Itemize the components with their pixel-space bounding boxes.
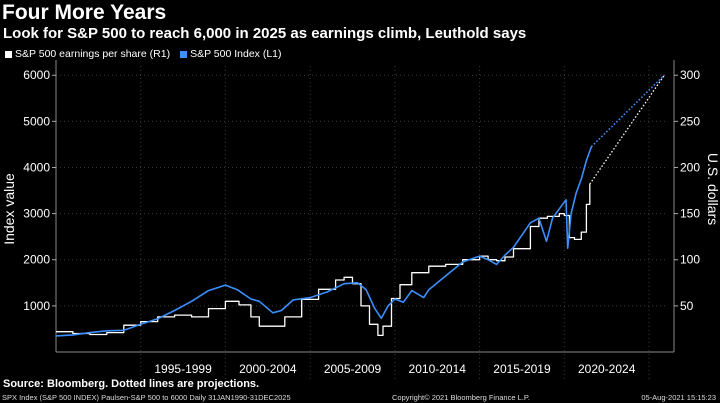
footer-ticker-info: SPX Index (S&P 500 INDEX) Paulsen-S&P 50… [2, 393, 291, 402]
y-left-tick-label: 6000 [23, 68, 50, 82]
footer-copyright: Copyright© 2021 Bloomberg Finance L.P. [392, 393, 530, 402]
chart-legend: S&P 500 earnings per share (R1) S&P 500 … [5, 48, 282, 60]
x-tick-label: 1995-1999 [154, 362, 212, 376]
y-right-tick-label: 200 [680, 160, 700, 174]
chart-subtitle: Look for S&P 500 to reach 6,000 in 2025 … [3, 25, 527, 42]
footer-timestamp: 05-Aug-2021 15:15:23 [641, 393, 716, 402]
legend-item-index: S&P 500 Index (L1) [180, 48, 282, 60]
y-left-tick-label: 5000 [23, 114, 50, 128]
series-line-projection-3 [590, 74, 665, 148]
y-left-tick-label: 1000 [23, 299, 50, 313]
y-left-tick-label: 2000 [23, 253, 50, 267]
y-left-tick-label: 3000 [23, 207, 50, 221]
legend-label-index: S&P 500 Index (L1) [190, 48, 282, 60]
x-tick-label: 2020-2024 [578, 362, 636, 376]
y-right-tick-label: 50 [680, 299, 694, 313]
legend-item-eps: S&P 500 earnings per share (R1) [5, 48, 170, 60]
x-tick-label: 2015-2019 [493, 362, 551, 376]
chart-title: Four More Years [2, 1, 167, 24]
series-line-0 [56, 184, 591, 337]
y-right-axis-title: U.S. dollars [705, 153, 720, 225]
y-right-tick-label: 150 [680, 207, 700, 221]
legend-label-eps: S&P 500 earnings per share (R1) [15, 48, 171, 60]
y-right-tick-label: 250 [680, 114, 700, 128]
x-tick-label: 2010-2014 [409, 362, 467, 376]
y-right-tick-label: 100 [680, 253, 700, 267]
legend-swatch-index [180, 50, 188, 58]
x-tick-label: 2000-2004 [239, 362, 297, 376]
y-right-tick-label: 300 [680, 68, 700, 82]
y-left-axis-title: Index value [1, 173, 17, 245]
series-line-1 [55, 146, 593, 337]
source-note: Source: Bloomberg. Dotted lines are proj… [3, 378, 260, 390]
x-tick-label: 2005-2009 [324, 362, 382, 376]
series-line-projection-2 [589, 74, 665, 185]
y-left-tick-label: 4000 [23, 160, 50, 174]
legend-swatch-eps [5, 50, 12, 58]
